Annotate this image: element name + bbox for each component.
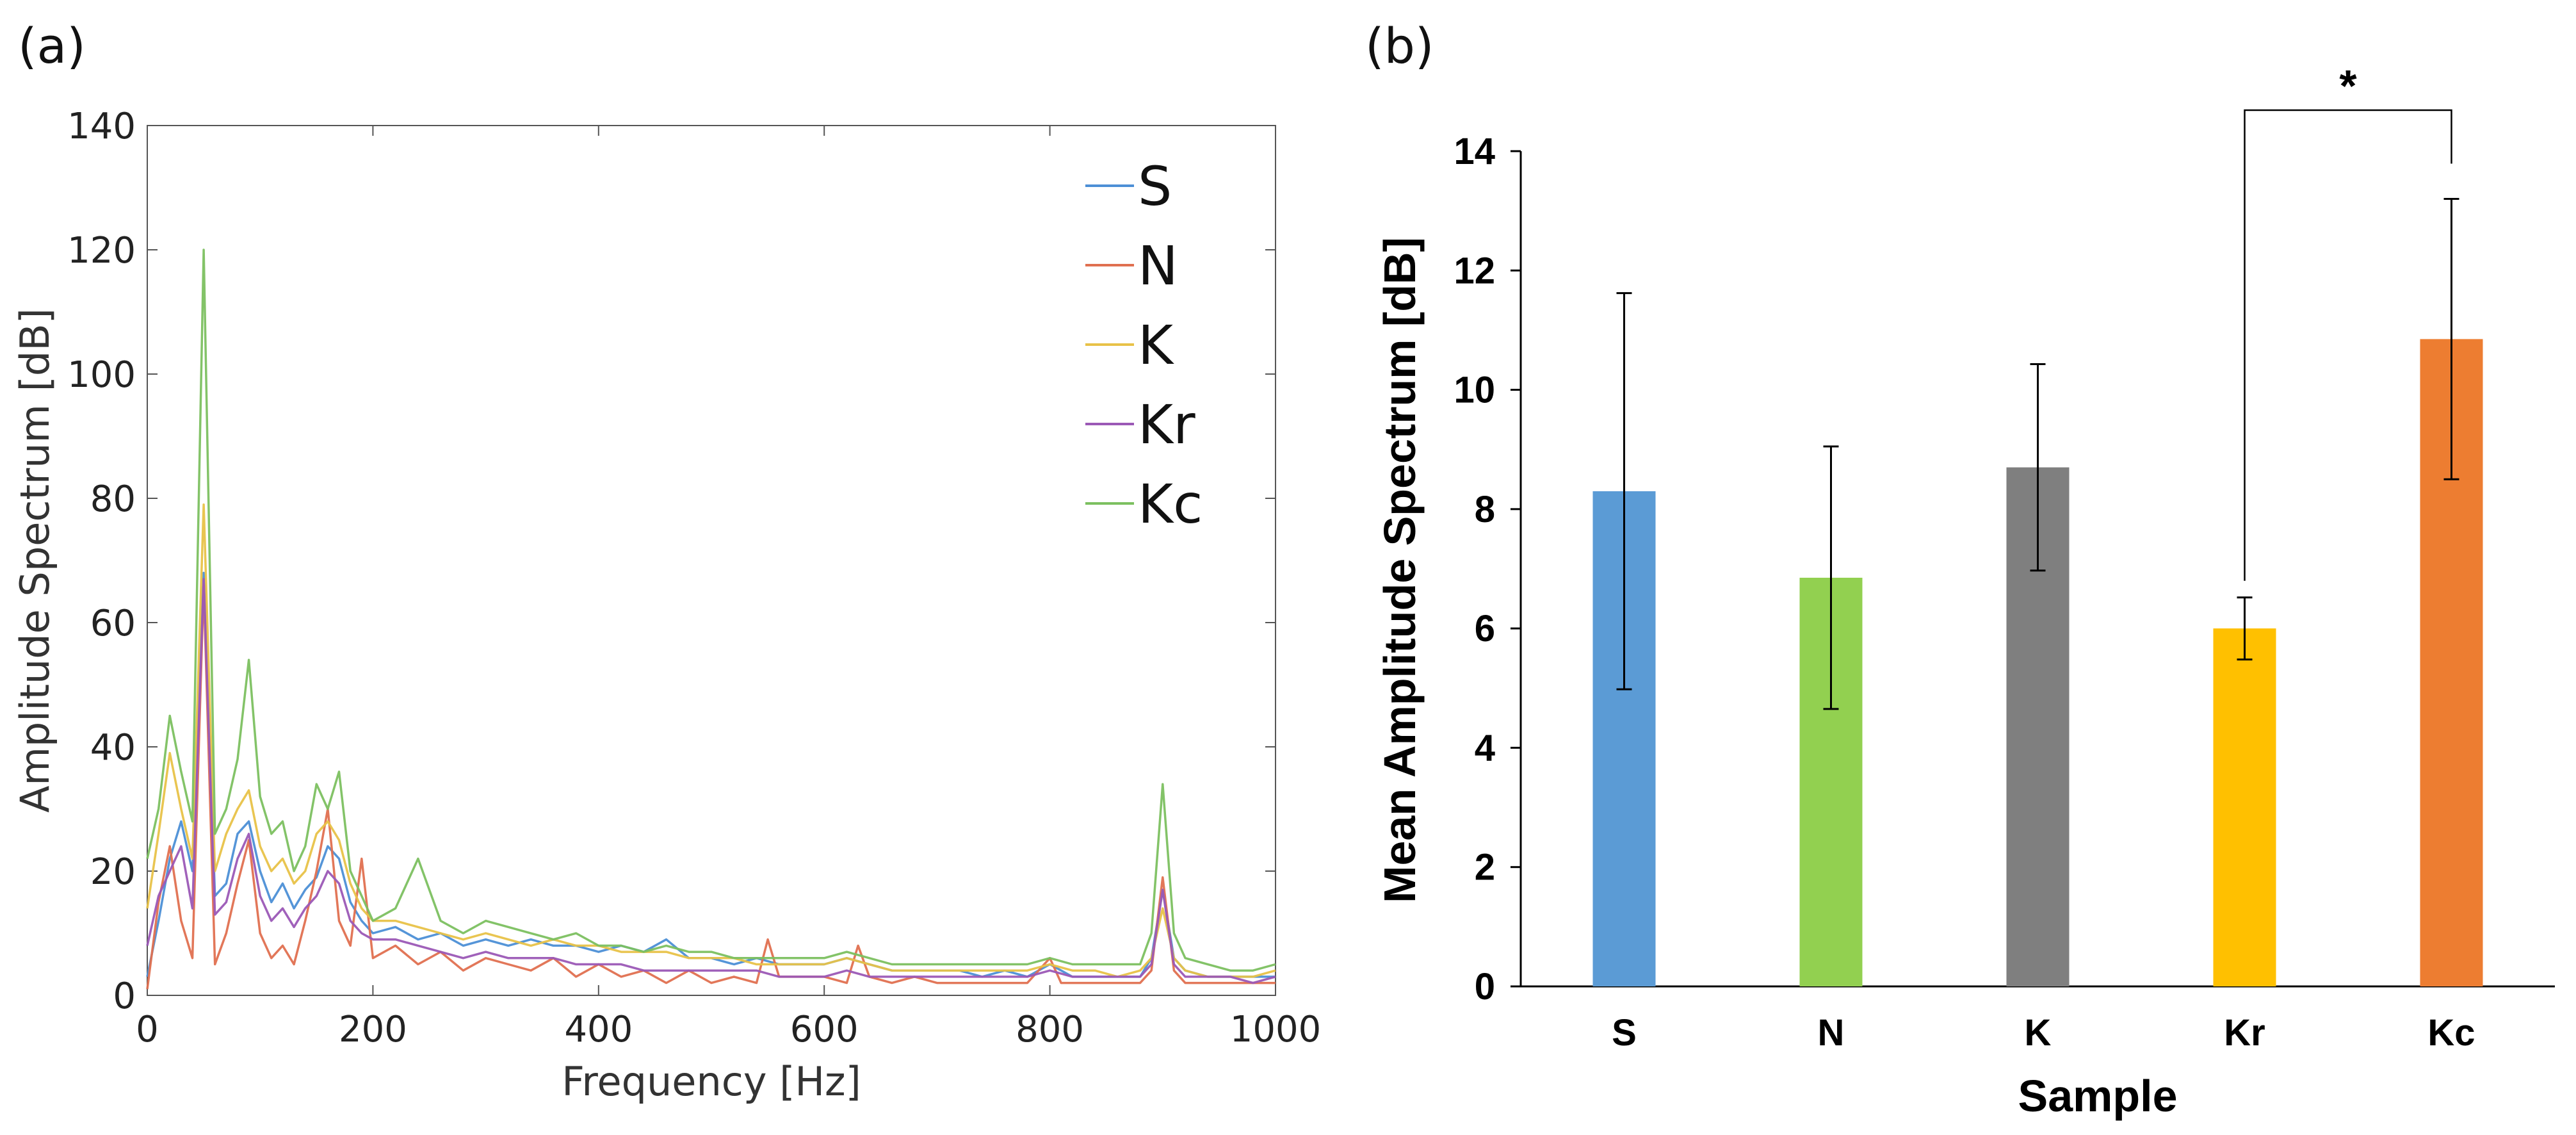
legend-label-kr: Kr bbox=[1138, 393, 1195, 456]
series-line-kr bbox=[146, 578, 1276, 984]
series-line-kc bbox=[146, 249, 1276, 972]
y-tick-label-a: 80 bbox=[90, 478, 136, 520]
x-tick-label-a: 0 bbox=[136, 1009, 159, 1050]
x-axis-title-b: Sample bbox=[2018, 1071, 2178, 1121]
y-tick-label-a: 20 bbox=[90, 851, 136, 893]
significance-marker: * bbox=[2339, 61, 2357, 111]
x-tick-label-kc: Kc bbox=[2427, 1012, 2475, 1054]
y-tick-label-a: 60 bbox=[90, 603, 136, 644]
x-tick-label-n: N bbox=[1818, 1012, 1845, 1054]
x-tick-label-s: S bbox=[1612, 1012, 1637, 1054]
y-tick-label-b: 2 bbox=[1475, 847, 1495, 888]
y-tick-label-b: 6 bbox=[1475, 608, 1495, 649]
legend-label-k: K bbox=[1138, 314, 1174, 377]
y-tick-label-b: 0 bbox=[1475, 966, 1495, 1008]
y-axis-a: 0 20 40 60 80 100 120 140 bbox=[67, 106, 1276, 1017]
y-tick-label-a: 140 bbox=[67, 106, 136, 147]
legend-label-n: N bbox=[1138, 234, 1178, 297]
panel-b-label: (b) bbox=[1365, 17, 1434, 74]
legend-a: SNK Kr Kc bbox=[1085, 155, 1203, 535]
bars-b bbox=[1592, 198, 2483, 986]
y-axis-title-a: Amplitude Spectrum [dB] bbox=[12, 308, 58, 813]
series-line-n bbox=[146, 584, 1276, 990]
y-tick-label-a: 120 bbox=[67, 230, 136, 272]
legend-label-s: S bbox=[1138, 155, 1172, 218]
x-tick-label-kr: Kr bbox=[2224, 1012, 2265, 1054]
x-tick-label-a: 400 bbox=[564, 1009, 633, 1050]
y-tick-label-a: 100 bbox=[67, 354, 136, 396]
x-tick-label-a: 1000 bbox=[1230, 1009, 1322, 1050]
y-tick-label-b: 10 bbox=[1454, 370, 1495, 411]
x-tick-label-a: 800 bbox=[1016, 1009, 1084, 1050]
plot-area-a bbox=[147, 125, 1276, 996]
panel-b-bar-chart: (b) 0 2 4 6 8 10 12 14 S N K Kr Kc * Sample Mean Am… bbox=[1365, 17, 2555, 1121]
y-tick-label-b: 14 bbox=[1454, 131, 1495, 172]
y-axis-title-b: Mean Amplitude Spectrum [dB] bbox=[1375, 237, 1425, 903]
x-tick-label-a: 600 bbox=[790, 1009, 859, 1050]
x-axis-title-a: Frequency [Hz] bbox=[562, 1058, 861, 1105]
bar-kr bbox=[2213, 628, 2276, 986]
series-line-k bbox=[146, 503, 1276, 978]
significance-bracket: * bbox=[2244, 61, 2452, 581]
series-lines-a bbox=[146, 249, 1276, 990]
significance-line bbox=[2244, 109, 2452, 581]
y-tick-label-a: 0 bbox=[113, 976, 136, 1017]
panel-a-label: (a) bbox=[18, 17, 86, 74]
x-tick-label-k: K bbox=[2025, 1012, 2052, 1054]
y-tick-label-b: 4 bbox=[1475, 727, 1495, 769]
legend-label-kc: Kc bbox=[1138, 473, 1203, 535]
panel-a-line-chart: (a) 0 20 40 60 80 100 120 140 0 200 400 600 800 1000… bbox=[12, 17, 1321, 1105]
y-tick-label-b: 12 bbox=[1454, 250, 1495, 291]
y-tick-label-b: 8 bbox=[1475, 489, 1495, 530]
y-axis-b: 0 2 4 6 8 10 12 14 bbox=[1454, 131, 2555, 1008]
x-axis-a: 0 200 400 600 800 1000 bbox=[136, 126, 1321, 1050]
x-axis-b: S N K Kr Kc bbox=[1612, 1012, 2475, 1054]
y-tick-label-a: 40 bbox=[90, 727, 136, 769]
x-tick-label-a: 200 bbox=[339, 1009, 407, 1050]
